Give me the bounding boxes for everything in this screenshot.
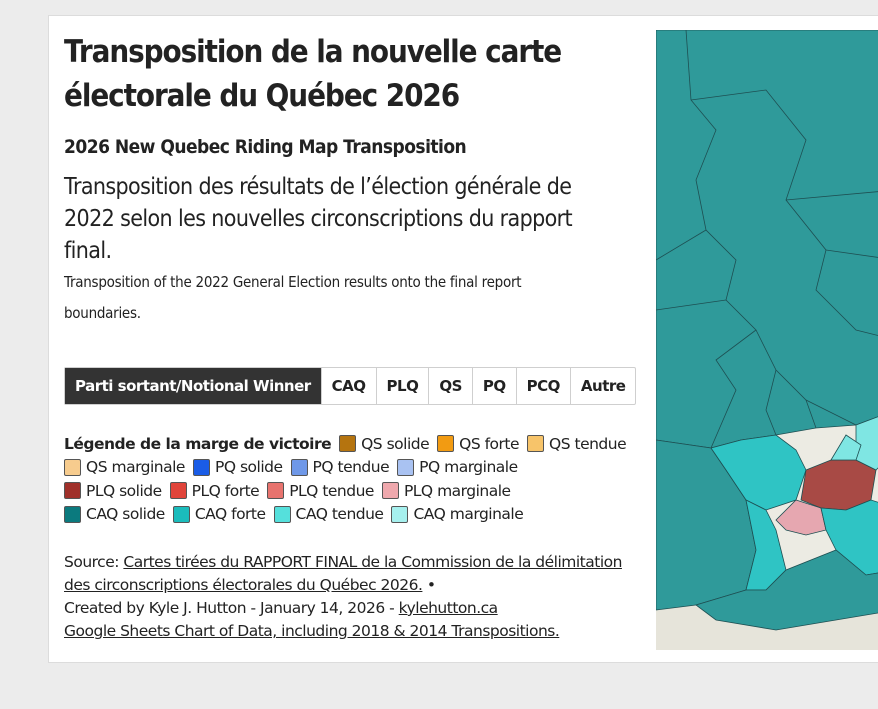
page-subtitle: 2026 New Quebec Riding Map Transposition	[64, 136, 467, 158]
map-svg[interactable]	[656, 30, 878, 650]
legend-item-qs-solide: QS solide	[339, 434, 430, 453]
legend-item-plq-tendue: PLQ tendue	[267, 482, 374, 500]
legend-item-qs-tendue: QS tendue	[527, 434, 627, 453]
legend-item-caq-marginale: CAQ marginale	[391, 505, 524, 524]
legend-swatch	[64, 458, 81, 476]
tab-pq[interactable]: PQ	[473, 368, 517, 404]
legend-label: CAQ forte	[194, 505, 266, 524]
legend-item-caq-tendue: CAQ tendue	[273, 505, 384, 524]
legend-item-pq-tendue: PQ tendue	[290, 458, 390, 477]
legend-item-plq-solide: PLQ solide	[64, 482, 162, 500]
party-tabs: Parti sortant/Notional Winner CAQ PLQ QS…	[64, 367, 637, 405]
legend-label: PQ solide	[214, 458, 283, 477]
legend-label: CAQ marginale	[413, 505, 524, 524]
map-region-caq-south[interactable]	[695, 549, 878, 631]
legend-row: Légende de la marge de victoire QS solid…	[64, 432, 664, 456]
page-title-line1: Transposition de la nouvelle carte	[64, 34, 562, 70]
map-region-caq-north[interactable]	[656, 30, 878, 449]
legend-label: QS solide	[361, 434, 430, 453]
source-separator: •	[422, 576, 436, 594]
tab-qs[interactable]: QS	[429, 368, 473, 404]
tab-plq[interactable]: PLQ	[377, 368, 430, 404]
source-prefix: Source:	[64, 553, 124, 571]
created-by: Created by Kyle J. Hutton - January 14, …	[64, 599, 399, 617]
legend-label: PLQ marginale	[403, 481, 511, 500]
riding-map[interactable]	[656, 30, 878, 650]
tab-pcq[interactable]: PCQ	[517, 368, 571, 404]
legend-swatch	[64, 505, 81, 523]
legend-swatch	[172, 505, 190, 523]
legend-item-plq-forte: PLQ forte	[169, 481, 260, 500]
legend-swatch	[391, 505, 409, 523]
legend-item-qs-forte: QS forte	[437, 434, 520, 453]
legend-label: PLQ tendue	[289, 481, 374, 500]
legend-row: CAQ solide CAQ forte CAQ tendue CAQ marg…	[64, 503, 664, 527]
description-fr: Transposition des résultats de l’électio…	[64, 174, 573, 264]
legend-label: PLQ solide	[86, 481, 162, 500]
source-credits: Source: Cartes tirées du RAPPORT FINAL d…	[64, 551, 624, 643]
legend-label: PLQ forte	[191, 481, 260, 500]
legend-label: PQ marginale	[419, 458, 518, 477]
description-en: Transposition of the 2022 General Electi…	[64, 273, 522, 322]
legend-title: Légende de la marge de victoire	[64, 434, 332, 453]
legend-swatch	[339, 435, 357, 453]
map-border	[656, 229, 707, 261]
legend-label: PQ tendue	[312, 458, 390, 477]
legend-swatch	[64, 482, 81, 500]
tab-notional-winner[interactable]: Parti sortant/Notional Winner	[65, 368, 322, 404]
legend-row: PLQ solide PLQ forte PLQ tendue PLQ marg…	[64, 479, 664, 503]
legend-item-caq-solide: CAQ solide	[64, 505, 165, 523]
map-region-caq-marginale[interactable]	[830, 434, 862, 461]
legend-swatch	[290, 458, 308, 476]
tab-autre[interactable]: Autre	[580, 377, 626, 395]
legend-swatch	[267, 482, 285, 500]
legend-swatch	[169, 482, 187, 500]
legend-label: CAQ tendue	[295, 505, 384, 524]
author-site-link[interactable]: kylehutton.ca	[398, 599, 499, 617]
info-panel: Transposition de la nouvelle carte élect…	[64, 30, 624, 329]
legend-swatch	[527, 435, 545, 453]
legend-item-caq-forte: CAQ forte	[172, 505, 266, 524]
legend-label: CAQ solide	[86, 505, 165, 524]
legend-item-pq-marginale: PQ marginale	[397, 458, 518, 477]
tab-caq[interactable]: CAQ	[322, 368, 377, 404]
legend-label: QS marginale	[86, 458, 185, 477]
legend-item-pq-solide: PQ solide	[192, 458, 283, 477]
legend-row: QS marginale PQ solide PQ tendue PQ marg…	[64, 456, 664, 480]
map-border	[656, 299, 757, 449]
page-title-line2: électorale du Québec 2026	[64, 78, 460, 114]
legend-item-qs-marginale: QS marginale	[64, 458, 185, 476]
margin-legend: Légende de la marge de victoire QS solid…	[64, 432, 664, 526]
legend-swatch	[381, 482, 399, 500]
legend-swatch	[397, 458, 415, 476]
legend-swatch	[192, 458, 210, 476]
legend-label: QS tendue	[549, 434, 627, 453]
source-link-report[interactable]: Cartes tirées du RAPPORT FINAL de la Com…	[64, 553, 622, 594]
legend-swatch	[273, 505, 291, 523]
map-border	[690, 89, 878, 336]
legend-swatch	[437, 435, 455, 453]
content-card: Transposition de la nouvelle carte élect…	[48, 15, 878, 663]
map-region-caq-forte[interactable]	[710, 434, 807, 511]
map-border	[765, 369, 817, 436]
page-title: Transposition de la nouvelle carte élect…	[64, 30, 613, 118]
legend-item-plq-marginale: PLQ marginale	[381, 481, 511, 500]
legend-label: QS forte	[459, 434, 520, 453]
map-border	[685, 30, 857, 426]
google-sheets-link[interactable]: Google Sheets Chart of Data, including 2…	[64, 622, 560, 640]
map-region-caq-forte-3[interactable]	[820, 499, 878, 576]
